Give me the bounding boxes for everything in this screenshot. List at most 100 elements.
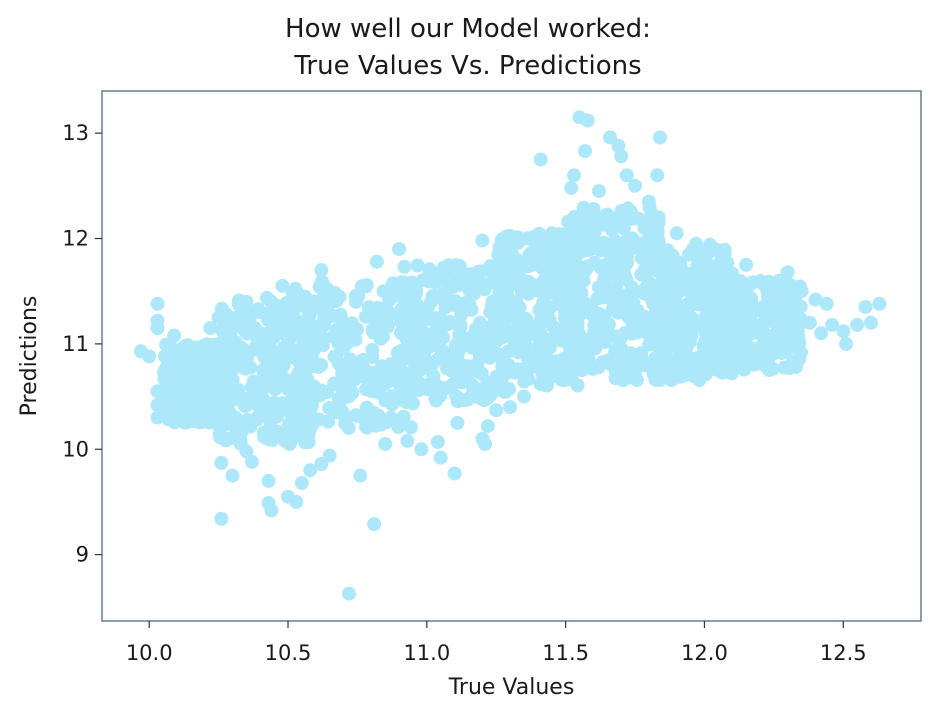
data-point <box>430 434 445 449</box>
dense-point <box>222 382 237 397</box>
x-tick-label: 10.0 <box>126 641 173 665</box>
dense-point <box>398 325 412 340</box>
dense-point <box>177 353 192 368</box>
dense-point <box>561 225 576 240</box>
dense-point <box>295 292 310 307</box>
data-point <box>580 113 595 128</box>
data-point <box>378 437 393 451</box>
data-point <box>775 342 790 357</box>
data-point <box>475 233 490 248</box>
data-point <box>214 455 229 470</box>
dense-point <box>376 368 391 383</box>
x-tick-label: 11.5 <box>542 641 589 665</box>
dense-point <box>491 255 506 270</box>
data-point <box>864 315 878 330</box>
dense-point <box>320 385 335 399</box>
data-point <box>872 296 887 311</box>
dense-point <box>731 300 745 314</box>
dense-point <box>498 302 513 317</box>
dense-point <box>765 362 780 376</box>
dense-point <box>772 273 787 288</box>
data-point <box>614 149 629 164</box>
dense-point <box>510 230 525 245</box>
data-point <box>167 328 182 343</box>
dense-point <box>576 208 591 223</box>
data-point <box>825 317 840 332</box>
data-point <box>294 476 309 490</box>
data-point <box>794 284 809 299</box>
dense-point <box>403 394 418 409</box>
dense-point <box>350 322 365 337</box>
dense-point <box>492 240 507 255</box>
dense-point <box>373 331 388 346</box>
dense-point <box>440 380 455 395</box>
dense-point <box>281 418 296 433</box>
data-point <box>503 400 518 415</box>
dense-point <box>537 363 552 378</box>
dense-point <box>315 338 330 353</box>
dense-point <box>297 406 312 421</box>
data-point <box>592 184 606 199</box>
dense-point <box>646 281 661 295</box>
dense-point <box>510 313 525 328</box>
dense-point <box>341 335 356 350</box>
dense-point <box>307 355 321 370</box>
dense-point <box>269 303 283 318</box>
dense-point <box>440 361 454 376</box>
data-point <box>619 168 634 183</box>
data-point <box>611 138 626 153</box>
dense-point <box>756 299 771 314</box>
dense-point <box>348 288 363 303</box>
y-tick-label: 12 <box>62 227 89 251</box>
dense-point <box>757 345 772 360</box>
data-point <box>808 292 823 307</box>
dense-point <box>449 258 464 273</box>
dense-point <box>624 280 639 295</box>
dense-point <box>380 303 395 318</box>
data-point <box>628 178 642 193</box>
dense-point <box>527 229 542 244</box>
dense-point <box>781 326 796 341</box>
dense-point <box>646 367 661 382</box>
dense-point <box>582 304 597 319</box>
dense-point <box>475 349 490 364</box>
data-point <box>367 517 382 532</box>
dense-point <box>767 330 782 345</box>
data-point <box>186 376 201 391</box>
data-point <box>203 321 218 336</box>
dense-point <box>520 350 535 365</box>
dense-point <box>393 309 408 324</box>
dense-point <box>578 332 593 347</box>
dense-point <box>452 392 467 407</box>
y-tick-label: 13 <box>62 121 89 145</box>
dense-point <box>411 383 426 398</box>
dense-point <box>329 322 344 337</box>
dense-point <box>362 409 377 424</box>
data-point <box>275 278 290 293</box>
dense-point <box>452 328 467 342</box>
dense-point <box>598 335 613 350</box>
dense-point <box>368 316 383 331</box>
dense-point <box>298 322 313 337</box>
dense-point <box>536 294 551 309</box>
data-point <box>225 468 240 483</box>
dense-point <box>478 331 493 346</box>
dense-point <box>312 412 327 427</box>
dense-point <box>436 330 451 345</box>
dense-point <box>563 239 578 254</box>
x-tick-label: 12.0 <box>681 641 728 665</box>
dense-point <box>567 313 582 328</box>
dense-point <box>465 340 479 355</box>
data-point <box>850 317 865 332</box>
dense-point <box>753 318 768 333</box>
dense-point <box>515 338 530 353</box>
dense-point <box>614 350 629 365</box>
dense-point <box>167 415 182 430</box>
dense-point <box>230 344 245 359</box>
data-point <box>303 463 318 478</box>
data-point <box>802 315 817 330</box>
data-point <box>161 355 176 370</box>
dense-point <box>265 353 280 368</box>
dense-point <box>785 300 800 315</box>
